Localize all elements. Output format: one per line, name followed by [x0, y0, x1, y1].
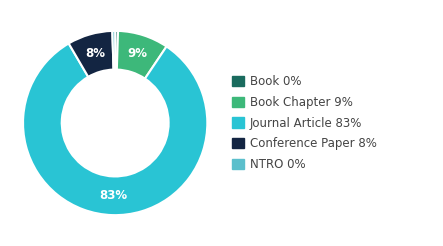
Text: 83%: 83% [99, 189, 127, 202]
Wedge shape [69, 31, 113, 77]
Text: 9%: 9% [128, 47, 148, 60]
Wedge shape [117, 31, 167, 79]
Wedge shape [23, 44, 207, 215]
Wedge shape [115, 31, 118, 70]
Wedge shape [113, 31, 115, 70]
Legend: Book 0%, Book Chapter 9%, Journal Article 83%, Conference Paper 8%, NTRO 0%: Book 0%, Book Chapter 9%, Journal Articl… [227, 70, 381, 176]
Text: 8%: 8% [85, 46, 105, 60]
